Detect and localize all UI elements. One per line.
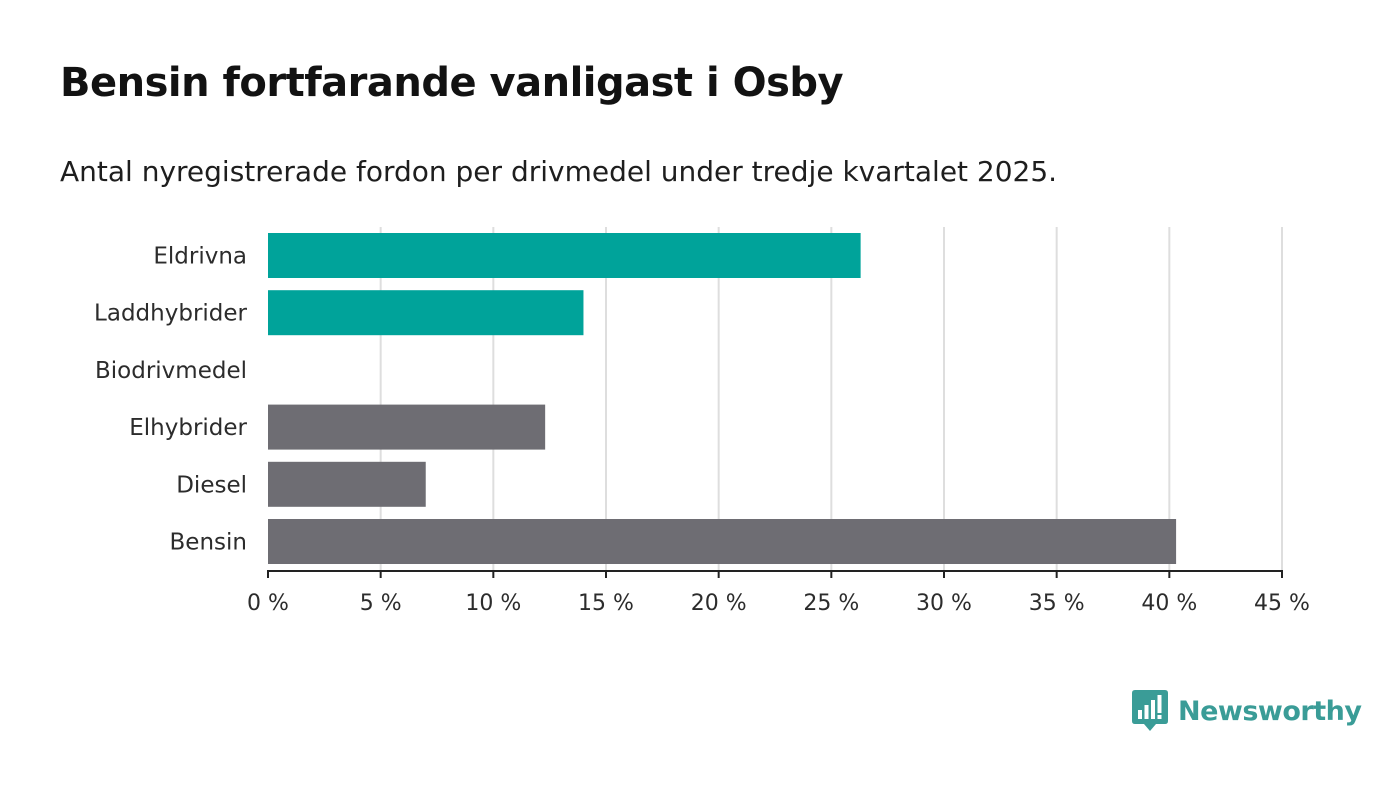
category-labels: Eldrivna Laddhybrider Biodrivmedel Elhybrid… — [94, 244, 247, 556]
x-tick-label: 15 % — [578, 591, 634, 616]
bar-laddhybrider — [268, 290, 584, 336]
x-tick-label: 5 % — [360, 591, 402, 616]
bar-bensin — [268, 519, 1177, 564]
x-tick-label: 45 % — [1254, 591, 1310, 616]
x-tick-label: 40 % — [1141, 591, 1197, 616]
category-label: Elhybrider — [129, 415, 247, 441]
category-label: Laddhybrider — [94, 301, 247, 327]
bar-diesel — [268, 461, 426, 507]
x-tick-label: 0 % — [247, 591, 289, 616]
category-label: Diesel — [176, 472, 247, 498]
category-label: Biodrivmedel — [95, 358, 247, 384]
logo-text: Newsworthy — [1178, 695, 1362, 727]
category-label: Bensin — [170, 530, 247, 556]
newsworthy-logo-icon — [1132, 690, 1168, 731]
x-tick-label: 30 % — [916, 591, 972, 616]
chart-subtitle: Antal nyregistrerade fordon per drivmede… — [60, 155, 1058, 188]
x-tick-label: 25 % — [803, 591, 859, 616]
x-tick-label: 35 % — [1029, 591, 1085, 616]
category-label: Eldrivna — [153, 244, 247, 270]
bar-elhybrider — [268, 404, 546, 450]
newsworthy-logo: Newsworthy — [1132, 690, 1362, 732]
gridlines — [379, 227, 1283, 571]
bar-eldrivna — [268, 233, 861, 278]
x-tick-label: 10 % — [465, 591, 521, 616]
chart-title: Bensin fortfarande vanligast i Osby — [60, 60, 844, 106]
x-axis: 0 % 5 % 10 % 15 % 20 % 25 % 30 % 35 % 40 % 45 % — [247, 570, 1310, 616]
x-tick-label: 20 % — [691, 591, 747, 616]
bars — [268, 233, 1177, 564]
